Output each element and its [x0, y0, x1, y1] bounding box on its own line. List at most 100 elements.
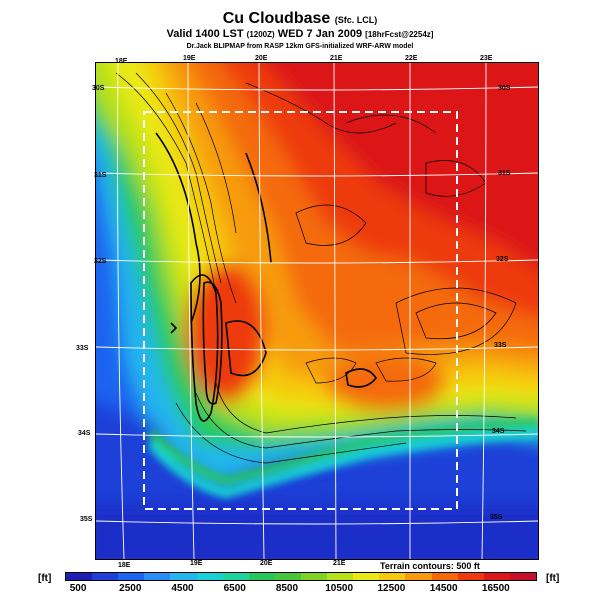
- lat-label-right: 33S: [494, 342, 507, 349]
- deep-south-ocean: [96, 503, 538, 559]
- lon-label-top: 18E: [115, 58, 128, 65]
- colorbar-cell: [509, 573, 536, 580]
- colorbar-label: 14500: [429, 583, 458, 594]
- mountain-hot-spot: [186, 263, 266, 403]
- contour-line: [175, 402, 407, 464]
- colorbar-unit-left: [ft]: [38, 573, 52, 584]
- parallel: [96, 346, 538, 351]
- valid-time-line: Valid 1400 LST (1200Z) WED 7 Jan 2009 [1…: [0, 28, 600, 40]
- map-title: Cu Cloudbase (Sfc. LCL): [0, 10, 600, 28]
- colour-field: [96, 63, 538, 559]
- parallel: [96, 433, 538, 438]
- lat-label-right: 30S: [498, 85, 511, 92]
- lat-label-left: 35S: [80, 516, 93, 523]
- colorbar-cell: [196, 573, 223, 580]
- colorbar-cell: [248, 573, 275, 580]
- parallel: [96, 259, 538, 264]
- lat-label-right: 32S: [496, 256, 509, 263]
- lat-label-left: 34S: [78, 430, 91, 437]
- colorbar-cell: [353, 573, 380, 580]
- contour-loop: [375, 357, 437, 382]
- lat-label-right: 31S: [498, 170, 511, 177]
- colorbar-label: 16500: [481, 583, 510, 594]
- bold-contour: [202, 281, 223, 405]
- colorbar-cell: [483, 573, 510, 580]
- contour-loop: [305, 357, 357, 384]
- colorbar-unit-right: [ft]: [546, 573, 560, 584]
- contour-loop: [295, 204, 367, 246]
- colorbar-label: 2500: [119, 583, 142, 594]
- map-canvas: [96, 63, 538, 559]
- colorbar-cell: [379, 573, 406, 580]
- bold-contour: [170, 322, 178, 334]
- meridian: [187, 63, 195, 559]
- parallel: [96, 172, 538, 177]
- colorbar-label: 4500: [171, 583, 194, 594]
- bold-contour: [245, 152, 272, 264]
- lon-label-top: 23E: [480, 55, 493, 62]
- colorbar-cell: [405, 573, 432, 580]
- meridian: [481, 63, 487, 559]
- crimson-band: [264, 63, 538, 271]
- contour-line: [215, 382, 517, 434]
- contour-line: [245, 82, 397, 134]
- colorbar-cell: [274, 573, 301, 580]
- contour-loop: [395, 287, 517, 355]
- colorbar-cell: [66, 573, 93, 580]
- colorbar-label: 6500: [223, 583, 246, 594]
- bold-contour: [225, 320, 267, 377]
- lon-label-bottom: 18E: [118, 562, 131, 569]
- forecast-info: [18hrFcst@2254z]: [365, 30, 434, 39]
- contour-line: [115, 72, 217, 294]
- contour-line: [195, 102, 237, 234]
- colorbar: [65, 572, 537, 581]
- title-main: Cu Cloudbase: [222, 10, 331, 27]
- colorbar-cell: [431, 573, 458, 580]
- lat-label-left: 33S: [76, 345, 89, 352]
- lat-label-left: 31S: [94, 172, 107, 179]
- valid-time: Valid 1400 LST: [166, 28, 244, 40]
- lon-label-bottom: 20E: [260, 560, 273, 567]
- contour-loop: [415, 302, 497, 339]
- colorbar-cell: [300, 573, 328, 580]
- bold-contour: [155, 132, 201, 324]
- colorbar-cell: [170, 573, 197, 580]
- lon-label-bottom: 21E: [333, 560, 346, 567]
- meridian: [258, 63, 265, 559]
- terrain-contour-note: Terrain contours: 500 ft: [380, 561, 480, 571]
- terrain-contours: [115, 72, 527, 464]
- karoo-hot-spot: [326, 355, 446, 411]
- parallel: [96, 520, 538, 525]
- lat-label-right: 34S: [492, 428, 505, 435]
- colorbar-label: 12500: [377, 583, 406, 594]
- contour-line: [135, 72, 222, 284]
- lon-label-top: 20E: [255, 55, 268, 62]
- inner-domain-boundary: [143, 111, 458, 510]
- colorbar-label: 500: [69, 583, 87, 594]
- lon-label-top: 22E: [405, 55, 418, 62]
- lat-label-left: 30S: [92, 85, 105, 92]
- bold-contour: [345, 368, 377, 388]
- colorbar-cell: [118, 573, 145, 580]
- colorbar-cell: [144, 573, 171, 580]
- model-source-line: Dr.Jack BLIPMAP from RASP 12km GFS-initi…: [186, 43, 414, 50]
- valid-date: WED 7 Jan 2009: [277, 28, 363, 40]
- colorbar-label: 8500: [275, 583, 299, 594]
- contour-line: [165, 92, 237, 304]
- lon-label-bottom: 19E: [190, 560, 203, 567]
- contour-line: [345, 114, 437, 134]
- lon-label-top: 21E: [330, 55, 343, 62]
- cloudbase-map: [95, 62, 539, 560]
- meridian: [117, 63, 125, 559]
- colorbar-cell: [457, 573, 484, 580]
- bold-contours: [155, 132, 377, 422]
- coast-cyan-stroke: [147, 428, 538, 499]
- lat-label-left: 32S: [94, 258, 107, 265]
- lon-label-top: 19E: [183, 55, 196, 62]
- colorbar-cell: [92, 573, 119, 580]
- zulu-time: (1200Z): [246, 30, 275, 39]
- colorbar-cell: [327, 573, 354, 580]
- parallel: [96, 86, 538, 91]
- lat-label-right: 35S: [490, 514, 503, 521]
- colorbar-cell: [222, 573, 249, 580]
